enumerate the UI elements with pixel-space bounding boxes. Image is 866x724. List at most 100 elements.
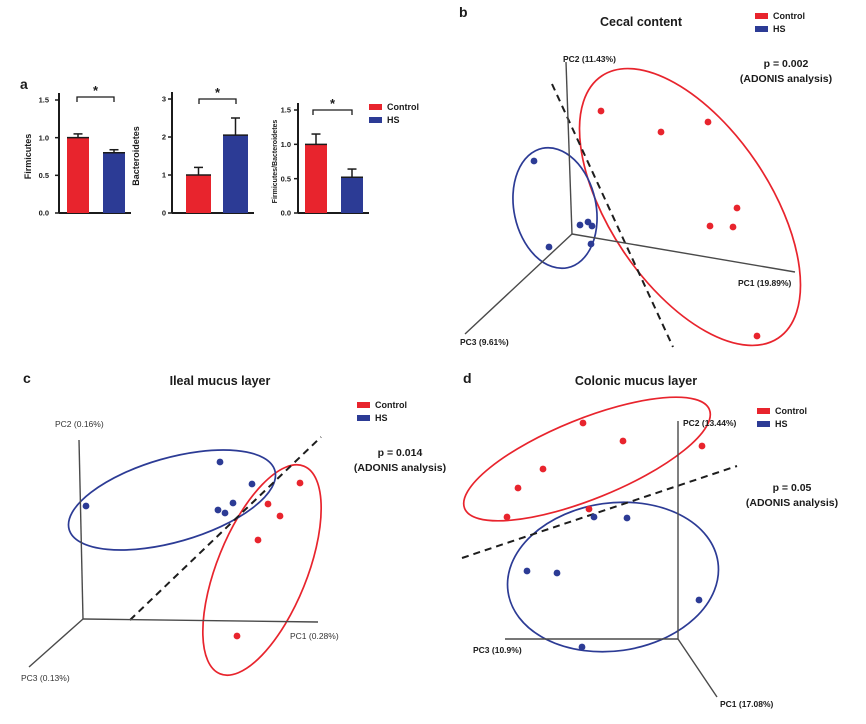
ileal-pcoa-hs-point — [214, 506, 222, 514]
cecal-pcoa-hs-point — [530, 157, 538, 165]
cecal-pcoa-hs-point — [545, 243, 553, 251]
bacteroidetes-bar-sig-star: * — [215, 85, 221, 100]
colonic-pcoa-hs-cluster-ellipse — [506, 501, 720, 653]
hs-label: HS — [387, 114, 400, 125]
panel-d-pc3-label: PC3 (10.9%) — [473, 645, 522, 655]
panel-c-letter: c — [23, 370, 31, 386]
colonic-pcoa-control-point — [585, 505, 593, 513]
ileal-pcoa-control-cluster-ellipse — [201, 463, 323, 677]
cecal-pcoa-pc2-axis — [565, 61, 573, 235]
legend-panel-d: Control HS — [757, 404, 807, 430]
cecal-pcoa-control-point — [597, 107, 605, 115]
panel-b-pc2-label: PC2 (11.43%) — [563, 54, 616, 64]
ileal-pcoa-control-point — [296, 479, 304, 487]
legend-control-row: Control — [755, 9, 805, 22]
cecal-pcoa-control-point — [657, 128, 665, 136]
legend-control-row: Control — [757, 404, 807, 417]
ileal-pcoa-hs-point — [82, 502, 90, 510]
panel-b-pc3-label: PC3 (9.61%) — [460, 337, 509, 347]
cecal-pcoa-control-point — [706, 222, 714, 230]
bacteroidetes-bar-tick-label: 3 — [162, 95, 166, 104]
cecal-pcoa-control-point — [729, 223, 737, 231]
ileal-pcoa-control-point — [276, 512, 284, 520]
control-label: Control — [773, 10, 805, 21]
legend-hs-row: HS — [757, 417, 807, 430]
colonic-pcoa-hs-point — [523, 567, 531, 575]
colonic-pcoa-control-point — [579, 419, 587, 427]
ileal-pcoa-control-point — [233, 632, 241, 640]
fb-ratio-bar-tick-label: 1.5 — [281, 106, 291, 115]
firmicutes-bar-control-bar — [67, 137, 89, 213]
colonic-pcoa-control-point — [503, 513, 511, 521]
cecal-pcoa-control-cluster-ellipse — [578, 67, 802, 347]
panel-b-pc1-label: PC1 (19.89%) — [738, 278, 792, 288]
panel-d-stat: p = 0.05 (ADONIS analysis) — [707, 481, 866, 511]
bacteroidetes-bar-sig-bracket — [198, 98, 237, 104]
legend-panel-b: Control HS — [755, 9, 805, 35]
firmicutes-bar-tick-label: 0.0 — [39, 209, 49, 218]
colonic-pcoa-control-point — [514, 484, 522, 492]
colonic-pcoa-hs-point — [590, 513, 598, 521]
cecal-pcoa-hs-point — [576, 221, 584, 229]
control-label: Control — [375, 399, 407, 410]
fb-ratio-bar-tick-label: 0.0 — [281, 209, 291, 218]
legend-hs-row: HS — [755, 22, 805, 35]
legend-control-row: Control — [369, 100, 419, 113]
cecal-pcoa-hs-point — [588, 222, 596, 230]
cecal-pcoa-pc1-axis — [571, 233, 796, 273]
control-label: Control — [387, 101, 419, 112]
hs-label: HS — [375, 412, 388, 423]
control-swatch — [757, 407, 770, 414]
legend-panel-a: Control HS — [369, 100, 419, 126]
fb-ratio-bar-control-bar — [305, 144, 327, 213]
panel-c-stat: p = 0.014 (ADONIS analysis) — [315, 446, 485, 476]
ileal-pcoa-pc2-axis — [78, 439, 84, 620]
cecal-pcoa-control-point — [704, 118, 712, 126]
bacteroidetes-bar-tick-label: 0 — [162, 209, 166, 218]
panel-c-pc2-label: PC2 (0.16%) — [55, 419, 104, 429]
panel-d-pc2-label: PC2 (13.44%) — [683, 418, 737, 428]
cecal-pcoa-pc3-axis — [464, 233, 573, 335]
panel-c-stat-method: (ADONIS analysis) — [353, 462, 447, 474]
hs-swatch — [755, 25, 768, 32]
ileal-pcoa-control-point — [254, 536, 262, 544]
firmicutes-bar-sig-bracket — [76, 96, 115, 102]
panel-d-p-value: p = 0.05 — [772, 482, 812, 494]
firmicutes-bar-tick-label: 1.5 — [39, 96, 49, 105]
bacteroidetes-bar-y-axis-title: Bacteroidetes — [131, 126, 141, 186]
colonic-pcoa-control-point — [619, 437, 627, 445]
panel-b-letter: b — [459, 4, 468, 20]
colonic-pcoa-hs-point — [578, 643, 586, 651]
panel-b-title: Cecal content — [600, 15, 682, 29]
control-swatch — [369, 103, 382, 110]
panel-a-letter: a — [20, 76, 28, 92]
panel-c-pc1-label: PC1 (0.28%) — [290, 631, 339, 641]
ileal-pcoa-hs-point — [248, 480, 256, 488]
colonic-pcoa-control-point — [698, 442, 706, 450]
panel-b-p-value: p = 0.002 — [763, 58, 809, 70]
hs-swatch — [369, 116, 382, 123]
ileal-pcoa-hs-cluster-ellipse — [67, 449, 277, 551]
fb-ratio-bar-tick-label: 1.0 — [281, 140, 291, 149]
panel-c-pc3-label: PC3 (0.13%) — [21, 673, 70, 683]
bacteroidetes-bar-tick-label: 2 — [162, 133, 166, 142]
hs-label: HS — [775, 418, 788, 429]
panel-d-stat-method: (ADONIS analysis) — [745, 497, 839, 509]
ileal-pcoa-separator-dashed-line — [129, 436, 322, 621]
fb-ratio-bar-sig-star: * — [330, 96, 336, 111]
cecal-pcoa-control-point — [753, 332, 761, 340]
fb-ratio-bar-y-axis-title: Firmicutes/Bacteroidetes — [272, 120, 279, 204]
legend-hs-row: HS — [357, 411, 407, 424]
ileal-pcoa-hs-point — [221, 509, 229, 517]
firmicutes-bar-y-axis-title: Firmicutes — [23, 134, 33, 180]
colonic-pcoa-pc1-axis — [677, 638, 718, 698]
control-swatch — [357, 401, 370, 408]
ileal-pcoa-hs-point — [216, 458, 224, 466]
firmicutes-bar-tick-label: 1.0 — [39, 133, 49, 142]
hs-label: HS — [773, 23, 786, 34]
panel-d-pc1-label: PC1 (17.08%) — [720, 699, 774, 709]
panel-c-p-value: p = 0.014 — [377, 447, 423, 459]
colonic-pcoa-separator-dashed-line — [461, 465, 738, 559]
control-swatch — [755, 12, 768, 19]
